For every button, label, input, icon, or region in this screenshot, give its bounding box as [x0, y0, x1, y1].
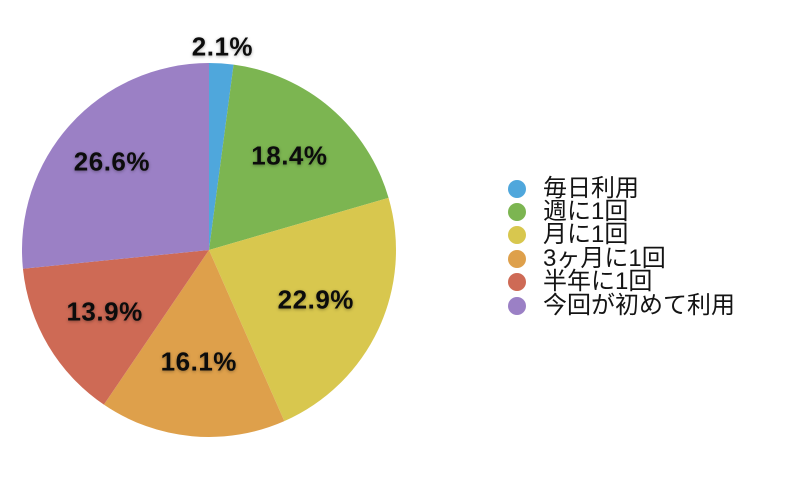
pie-slice [22, 250, 209, 405]
pie-slice [21, 63, 209, 269]
legend-label: 週に1回 [543, 198, 629, 226]
legend-color-dot-icon [508, 296, 526, 315]
legend-color-dot-icon [508, 273, 526, 292]
legend-item: 今回が初めて利用 [508, 291, 735, 319]
legend-color-dot-icon [508, 203, 526, 222]
pie-slice [209, 64, 389, 250]
legend-label: 月に1回 [543, 221, 629, 249]
legend-color-dot-icon [508, 226, 526, 245]
pie-slice [209, 197, 396, 422]
legend-label: 半年に1回 [543, 268, 653, 296]
pie-slice [103, 250, 285, 437]
legend-label: 毎日利用 [543, 174, 639, 202]
legend-item: 月に1回 [508, 221, 735, 249]
legend-item: 3ヶ月に1回 [508, 244, 735, 272]
chart-legend: 毎日利用 週に1回 月に1回 3ヶ月に1回 半年に1回 今回が初めて利用 [508, 174, 735, 319]
legend-item: 週に1回 [508, 198, 735, 226]
legend-label: 今回が初めて利用 [543, 291, 735, 319]
legend-item: 半年に1回 [508, 268, 735, 296]
legend-label: 3ヶ月に1回 [543, 244, 666, 272]
legend-color-dot-icon [508, 249, 526, 268]
legend-item: 毎日利用 [508, 174, 735, 202]
legend-color-dot-icon [508, 179, 526, 198]
pie-slice [209, 63, 234, 250]
